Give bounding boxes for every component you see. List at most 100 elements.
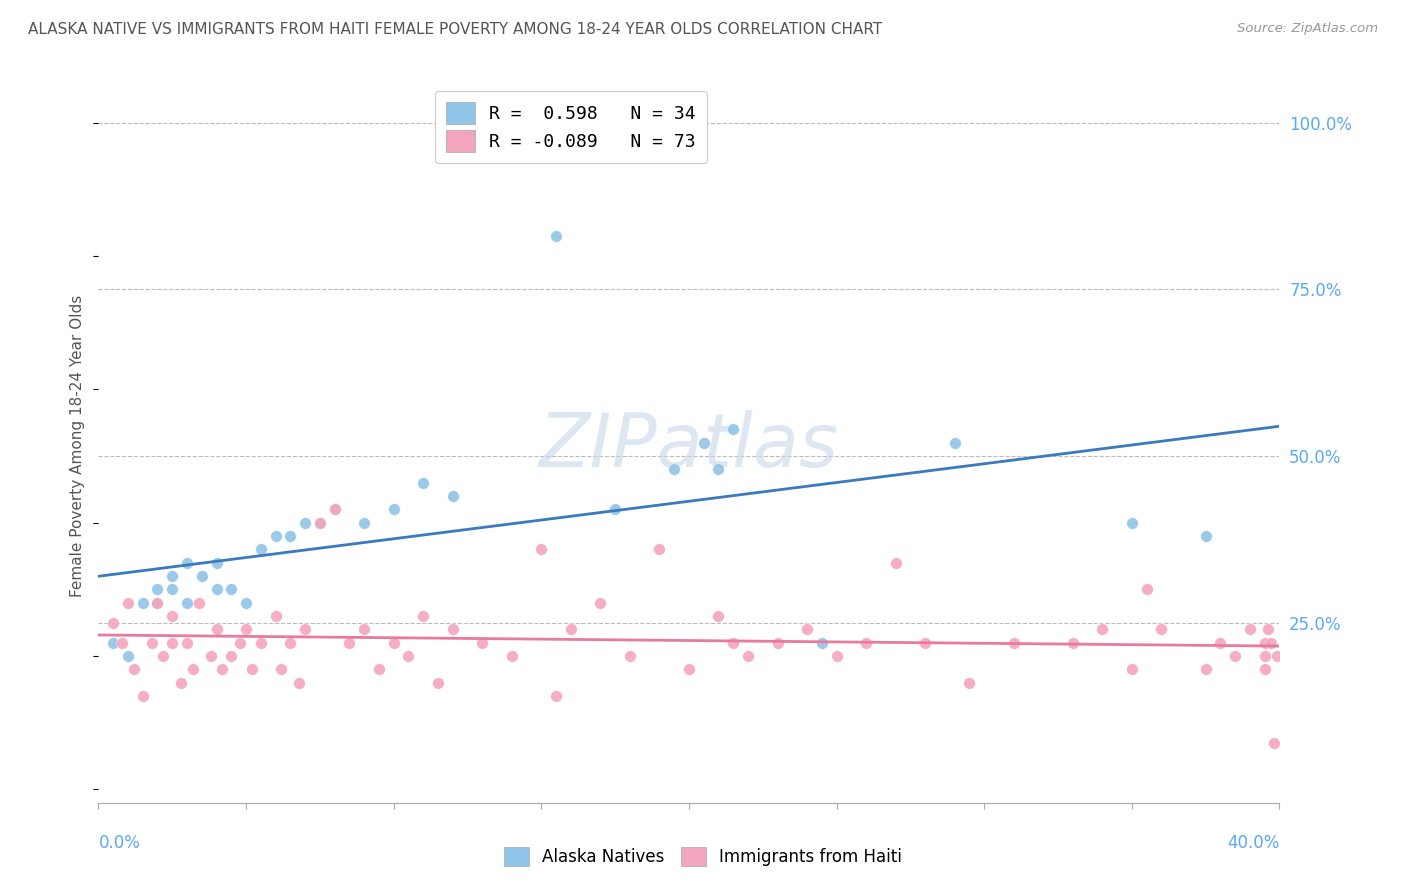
Point [309,516,332,530]
Point [117,649,139,664]
Point [103,615,125,630]
Point [219,649,242,664]
Point [294,623,316,637]
Legend: Alaska Natives, Immigrants from Haiti: Alaska Natives, Immigrants from Haiti [495,838,911,875]
Point [1257,623,1279,637]
Point [1195,662,1218,676]
Point [264,529,287,543]
Point [162,582,183,597]
Point [339,636,360,650]
Point [368,662,391,676]
Text: 0.0%: 0.0% [98,834,141,852]
Point [162,609,183,624]
Point [1002,636,1025,650]
Point [122,662,145,676]
Point [1209,636,1232,650]
Point [250,542,273,557]
Point [648,542,671,557]
Point [1121,516,1143,530]
Point [825,649,848,664]
Point [707,462,730,476]
Point [1254,662,1277,676]
Point [205,556,228,570]
Point [1135,582,1157,597]
Point [117,596,139,610]
Point [353,623,375,637]
Point [200,649,222,664]
Point [723,422,745,436]
Point [205,582,228,597]
Point [441,623,464,637]
Point [943,435,966,450]
Text: 40.0%: 40.0% [1227,834,1279,852]
Point [412,609,434,624]
Point [176,596,198,610]
Point [323,502,346,516]
Point [737,649,759,664]
Point [294,516,316,530]
Point [176,636,198,650]
Point [678,662,700,676]
Point [152,649,174,664]
Point [132,689,155,703]
Point [229,636,252,650]
Point [471,636,494,650]
Point [441,489,464,503]
Y-axis label: Female Poverty Among 18-24 Year Olds: Female Poverty Among 18-24 Year Olds [70,295,86,597]
Point [187,596,209,610]
Point [1239,623,1261,637]
Point [1121,662,1143,676]
Point [205,623,228,637]
Point [884,556,907,570]
Point [605,502,627,516]
Point [1150,623,1173,637]
Point [146,596,169,610]
Point [211,662,233,676]
Point [1254,649,1277,664]
Point [546,228,568,243]
Legend: R =  0.598   N = 34, R = -0.089   N = 73: R = 0.598 N = 34, R = -0.089 N = 73 [434,91,707,163]
Point [1263,736,1285,750]
Point [959,675,981,690]
Point [250,636,273,650]
Point [132,596,155,610]
Point [1265,649,1288,664]
Point [589,596,612,610]
Point [693,435,716,450]
Point [1254,636,1277,650]
Point [240,662,263,676]
Point [382,636,405,650]
Point [176,556,198,570]
Point [235,623,257,637]
Point [181,662,204,676]
Point [170,675,193,690]
Point [278,636,302,650]
Point [191,569,214,583]
Point [810,636,832,650]
Point [146,596,169,610]
Point [766,636,789,650]
Point [530,542,553,557]
Point [264,609,287,624]
Point [103,636,125,650]
Text: ZIPatlas: ZIPatlas [538,410,839,482]
Point [855,636,877,650]
Point [1091,623,1114,637]
Point [309,516,332,530]
Point [1195,529,1218,543]
Point [796,623,818,637]
Point [546,689,568,703]
Point [707,609,730,624]
Point [412,475,434,490]
Point [235,596,257,610]
Point [288,675,311,690]
Point [396,649,419,664]
Text: Source: ZipAtlas.com: Source: ZipAtlas.com [1237,22,1378,36]
Point [427,675,450,690]
Point [1260,636,1282,650]
Point [323,502,346,516]
Point [1223,649,1246,664]
Point [664,462,686,476]
Point [382,502,405,516]
Point [353,516,375,530]
